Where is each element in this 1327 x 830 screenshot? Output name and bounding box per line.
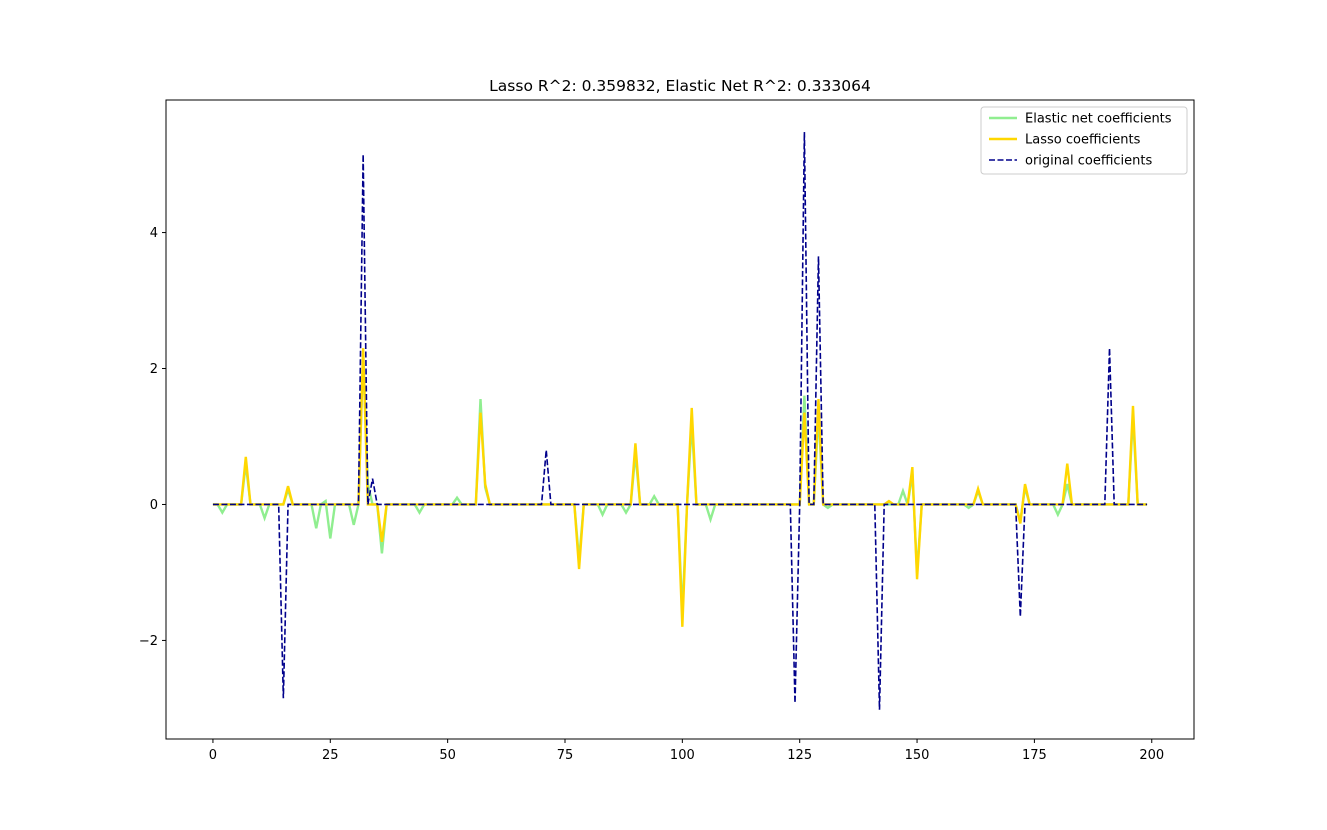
x-tick-label: 25 [322, 748, 339, 763]
chart-title: Lasso R^2: 0.359832, Elastic Net R^2: 0.… [489, 77, 871, 95]
plot-area [166, 100, 1194, 739]
y-tick-label: 0 [150, 498, 158, 513]
x-tick-label: 150 [905, 748, 930, 763]
legend: Elastic net coefficients Lasso coefficien… [980, 106, 1188, 175]
legend-label-1: Lasso coefficients [1025, 133, 1141, 148]
y-axis: −2 0 2 4 [139, 226, 166, 649]
x-tick-label: 175 [1022, 748, 1047, 763]
legend-label-0: Elastic net coefficients [1025, 112, 1172, 127]
y-tick-label: −2 [139, 634, 158, 649]
x-tick-label: 200 [1139, 748, 1164, 763]
series-line-2 [212, 131, 1148, 710]
x-tick-label: 75 [557, 748, 574, 763]
x-tick-label: 125 [787, 748, 812, 763]
series-layer [212, 131, 1148, 710]
legend-label-2: original coefficients [1025, 154, 1152, 169]
y-tick-label: 4 [150, 226, 158, 241]
x-tick-label: 0 [209, 748, 217, 763]
x-tick-label: 100 [670, 748, 695, 763]
x-axis: 0 25 50 75 100 125 150 175 200 [209, 739, 1164, 763]
plot-frame [165, 99, 1195, 740]
y-tick-label: 2 [150, 362, 158, 377]
x-tick-label: 50 [439, 748, 456, 763]
legend-box [980, 106, 1188, 175]
